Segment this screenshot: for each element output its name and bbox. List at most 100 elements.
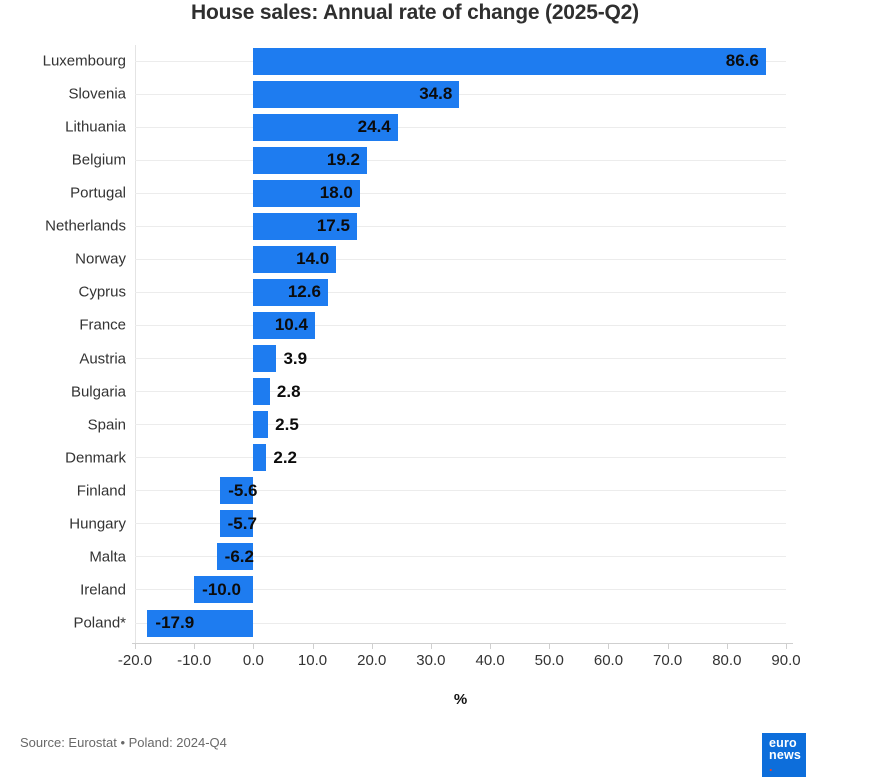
logo-dot: . xyxy=(769,760,773,774)
bar xyxy=(194,576,254,604)
bar-value-label: -6.2 xyxy=(224,546,254,566)
category-label: France xyxy=(79,316,126,334)
bar-value-label: 86.6 xyxy=(725,51,759,70)
bar-value-label: 24.4 xyxy=(357,117,391,137)
bar-value-label: 3.9 xyxy=(283,348,308,368)
x-axis-tick xyxy=(371,643,373,649)
category-label: Finland xyxy=(76,482,126,500)
category-gridline xyxy=(135,324,786,326)
bar xyxy=(253,345,277,373)
bar xyxy=(253,113,398,141)
category-gridline xyxy=(135,424,786,426)
category-label: Lithuania xyxy=(65,118,126,136)
category-gridline xyxy=(135,490,786,492)
category-label: Netherlands xyxy=(45,217,126,235)
category-label: Luxembourg xyxy=(42,52,126,70)
bar xyxy=(253,411,269,439)
category-label: Poland* xyxy=(73,614,126,632)
x-tick-label: 60.0 xyxy=(593,652,624,669)
category-label: Malta xyxy=(89,548,126,566)
category-label: Slovenia xyxy=(68,85,126,103)
category-gridline xyxy=(135,225,786,227)
bar-value-label: -5.6 xyxy=(228,480,258,500)
bar-value-label: 10.4 xyxy=(274,315,308,335)
bar xyxy=(253,311,315,339)
category-gridline xyxy=(135,126,786,128)
x-tick-label: 80.0 xyxy=(712,652,742,669)
x-axis-tick xyxy=(490,643,492,649)
bar xyxy=(253,378,270,406)
category-label: Denmark xyxy=(65,449,126,467)
bar-value-label: 12.6 xyxy=(287,282,321,302)
bar xyxy=(253,80,460,108)
category-gridline xyxy=(135,192,786,194)
x-tick-label: 50.0 xyxy=(534,652,564,669)
category-label: Portugal xyxy=(70,184,126,202)
bar-value-label: -10.0 xyxy=(202,579,241,599)
category-label: Bulgaria xyxy=(70,383,126,401)
x-axis-tick xyxy=(726,643,728,649)
x-tick-label: -10.0 xyxy=(177,652,212,669)
category-gridline xyxy=(135,358,786,360)
x-axis-tick xyxy=(194,643,196,649)
category-gridline xyxy=(135,258,786,260)
category-label: Spain xyxy=(87,416,126,434)
bar-value-label: 34.8 xyxy=(419,84,453,104)
x-axis-tick xyxy=(135,643,136,649)
bar-value-label: 19.2 xyxy=(326,150,360,170)
plot-left-border xyxy=(135,45,136,643)
x-tick-label: 20.0 xyxy=(357,652,387,669)
category-gridline xyxy=(135,622,786,624)
bar xyxy=(253,146,367,174)
x-axis-tick xyxy=(430,643,432,649)
x-axis-tick xyxy=(608,643,610,649)
bar xyxy=(253,245,337,273)
source-text: Source: Eurostat • Poland: 2024-Q4 xyxy=(20,735,227,750)
category-gridline xyxy=(135,159,786,161)
bar xyxy=(253,179,360,207)
bar-value-label: 2.5 xyxy=(275,414,299,434)
logo-line-news: news. xyxy=(769,749,806,774)
chart-title: House sales: Annual rate of change (2025… xyxy=(191,1,639,24)
category-label: Hungary xyxy=(69,515,126,533)
category-gridline xyxy=(135,93,786,95)
x-tick-label: -20.0 xyxy=(117,652,153,669)
bar-value-label: -17.9 xyxy=(155,613,195,633)
x-axis-line xyxy=(132,643,793,644)
x-axis-tick xyxy=(786,643,787,649)
bar xyxy=(253,212,357,240)
x-tick-label: 30.0 xyxy=(416,652,446,669)
category-gridline xyxy=(135,391,786,393)
category-gridline xyxy=(135,523,786,525)
category-label: Belgium xyxy=(71,151,126,169)
euronews-logo: euro news. xyxy=(762,733,806,777)
bar xyxy=(216,543,254,571)
bar-value-label: 18.0 xyxy=(319,183,353,203)
bar-value-label: 14.0 xyxy=(296,249,330,269)
x-axis-tick xyxy=(253,643,255,649)
x-tick-label: 0.0 xyxy=(242,652,264,669)
bar xyxy=(253,47,766,75)
category-label: Cyprus xyxy=(78,283,126,301)
x-tick-label: 90.0 xyxy=(771,652,801,669)
category-gridline xyxy=(135,556,786,558)
bar xyxy=(147,609,254,637)
category-gridline xyxy=(135,291,786,293)
x-axis-tick xyxy=(667,643,669,649)
category-gridline xyxy=(135,457,786,459)
bar xyxy=(220,477,254,505)
category-gridline xyxy=(135,589,786,591)
bar xyxy=(219,510,254,538)
x-tick-label: 70.0 xyxy=(653,652,683,669)
bar-value-label: 2.2 xyxy=(273,447,298,467)
x-tick-label: 40.0 xyxy=(475,652,505,669)
bar-value-label: 17.5 xyxy=(316,216,350,236)
bar-value-label: -5.7 xyxy=(227,513,257,533)
category-label: Norway xyxy=(75,250,126,268)
category-label: Ireland xyxy=(80,581,126,599)
x-axis-tick xyxy=(312,643,314,649)
bar-value-label: 2.8 xyxy=(276,381,301,401)
x-axis-title: % xyxy=(453,691,468,708)
bar xyxy=(253,444,267,472)
